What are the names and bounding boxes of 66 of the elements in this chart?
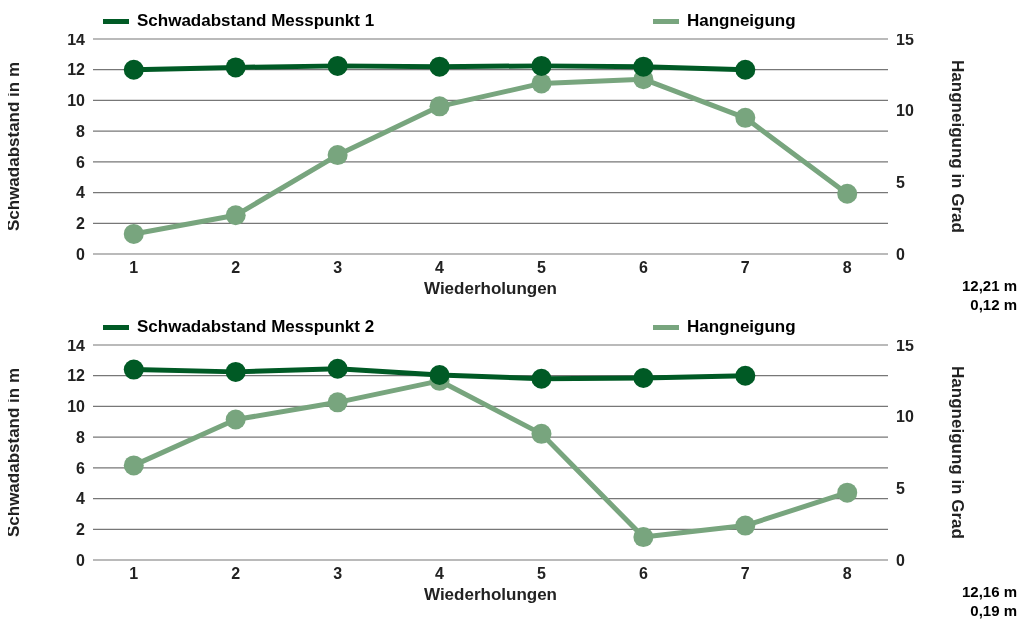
y2-tick-label: 5 bbox=[896, 480, 905, 498]
point bbox=[225, 409, 246, 430]
point bbox=[633, 527, 654, 548]
text: 0,19 m bbox=[969, 601, 1017, 620]
x-tick-label: 8 bbox=[842, 259, 852, 277]
x-tick-label: 8 bbox=[842, 565, 852, 583]
legend-label: Schwadabstand Messpunkt 1 bbox=[137, 11, 375, 31]
legend-label: Hangneigung bbox=[687, 11, 796, 31]
text: 12,16 m bbox=[961, 582, 1017, 601]
y2-axis-title: Hangneigung in Grad bbox=[947, 366, 967, 539]
y-tick-label: 4 bbox=[76, 490, 86, 508]
point bbox=[327, 392, 348, 413]
y-tick-label: 14 bbox=[67, 336, 86, 354]
x-tick-label: 4 bbox=[435, 259, 445, 277]
y-tick-label: 6 bbox=[76, 153, 86, 171]
y-tick-label: 6 bbox=[76, 459, 86, 477]
y-tick-label: 14 bbox=[67, 30, 86, 48]
x-tick-label: 1 bbox=[129, 259, 139, 277]
y2-tick-label: 0 bbox=[896, 245, 905, 263]
y-tick-label: 4 bbox=[76, 184, 86, 202]
point bbox=[327, 145, 348, 166]
y-tick-label: 12 bbox=[67, 61, 86, 79]
x-tick-label: 7 bbox=[740, 259, 750, 277]
y2-tick-label: 15 bbox=[896, 336, 914, 354]
point bbox=[837, 183, 858, 204]
y-tick-label: 2 bbox=[76, 520, 86, 538]
x-tick-label: 5 bbox=[537, 259, 547, 277]
legend-label: Hangneigung bbox=[687, 317, 796, 337]
text: 0,12 m bbox=[969, 295, 1017, 314]
point bbox=[531, 423, 552, 444]
point bbox=[837, 482, 858, 503]
x-tick-label: 6 bbox=[638, 565, 648, 583]
point bbox=[531, 73, 552, 94]
x-tick-label: 4 bbox=[435, 565, 445, 583]
y2-axis-title: Hangneigung in Grad bbox=[947, 60, 967, 233]
point bbox=[123, 455, 144, 476]
point bbox=[735, 515, 756, 536]
x-tick-label: 3 bbox=[333, 259, 343, 277]
y-tick-label: 12 bbox=[67, 367, 86, 385]
y-tick-label: 8 bbox=[76, 428, 86, 446]
point bbox=[225, 205, 246, 226]
y-tick-label: 2 bbox=[76, 214, 86, 232]
x-axis-title: Wiederholungen bbox=[423, 279, 558, 298]
point bbox=[123, 223, 144, 244]
x-tick-label: 7 bbox=[740, 565, 750, 583]
y2-tick-label: 0 bbox=[896, 551, 905, 569]
y-tick-label: 0 bbox=[76, 551, 86, 569]
x-axis-title: Wiederholungen bbox=[423, 585, 558, 604]
y-tick-label: 0 bbox=[76, 245, 86, 263]
y2-tick-label: 10 bbox=[896, 408, 914, 426]
y2-tick-label: 5 bbox=[896, 174, 905, 192]
text: 12,21 m bbox=[961, 276, 1017, 295]
y-tick-label: 10 bbox=[67, 398, 86, 416]
x-tick-label: 3 bbox=[333, 565, 343, 583]
point bbox=[429, 96, 450, 117]
x-tick-label: 2 bbox=[231, 565, 241, 583]
x-tick-label: 1 bbox=[129, 565, 139, 583]
x-tick-label: 6 bbox=[638, 259, 648, 277]
y2-tick-label: 15 bbox=[896, 30, 914, 48]
x-tick-label: 5 bbox=[537, 565, 547, 583]
y-tick-label: 10 bbox=[67, 92, 86, 110]
y2-tick-label: 10 bbox=[896, 102, 914, 120]
y-tick-label: 8 bbox=[76, 122, 86, 140]
legend-label: Schwadabstand Messpunkt 2 bbox=[137, 317, 375, 337]
x-tick-label: 2 bbox=[231, 259, 241, 277]
point bbox=[735, 107, 756, 128]
